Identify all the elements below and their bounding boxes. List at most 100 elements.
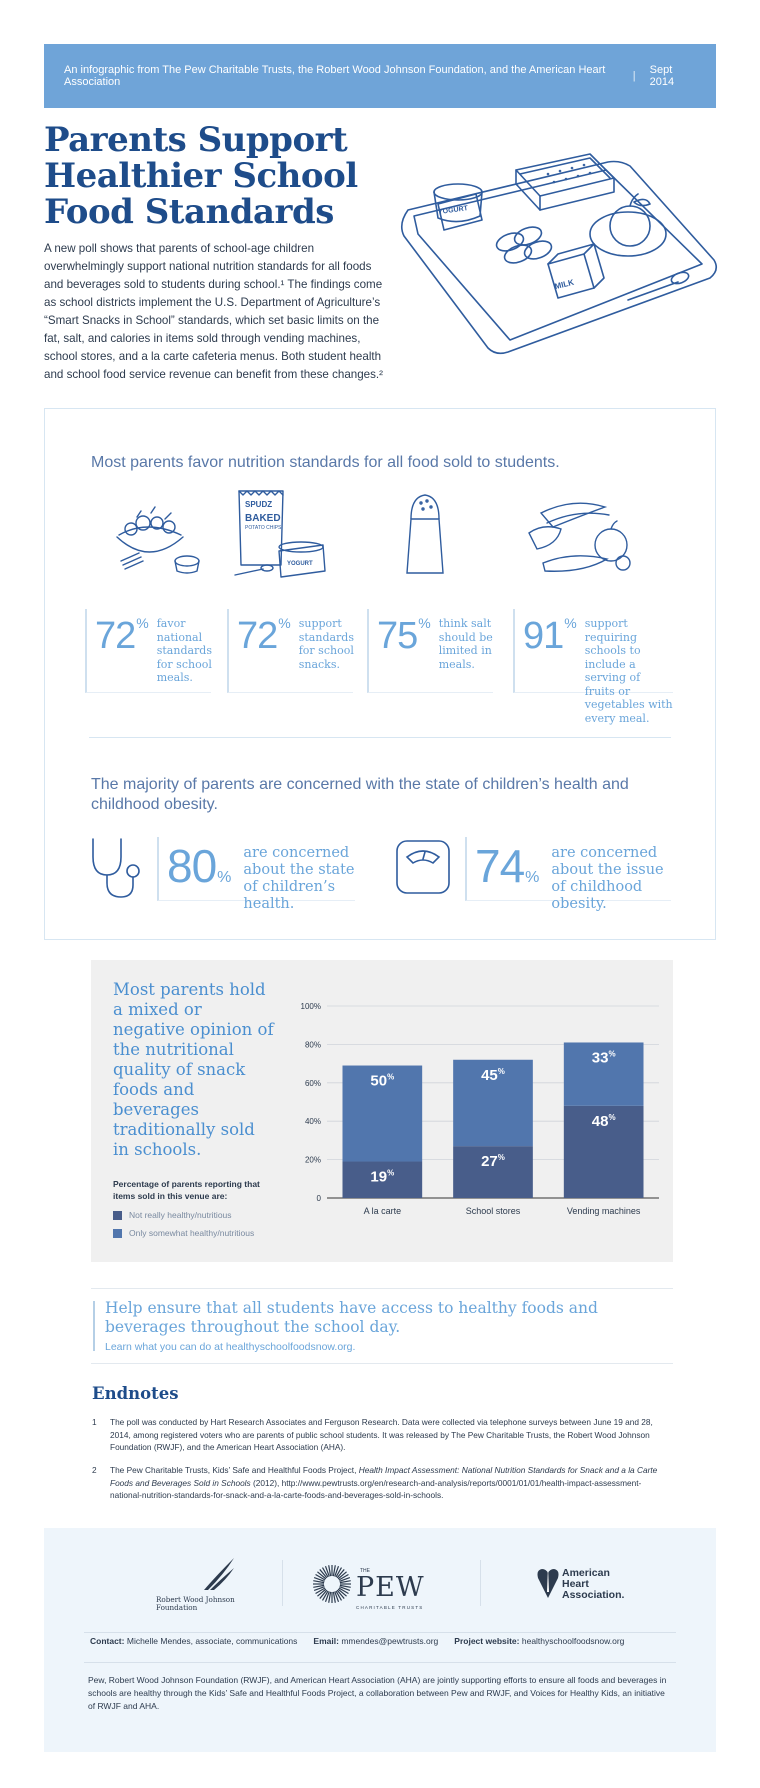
rwjf-logo-icon — [204, 1558, 234, 1590]
chart-panel-title: Most parents hold a mixed or negative op… — [113, 980, 274, 1159]
legend-label: Only somewhat healthy/nutritious — [129, 1228, 255, 1238]
endnote-number: 1 — [92, 1417, 97, 1427]
stat-childhood-obesity: 74% are concerned about the issue of chi… — [465, 837, 671, 912]
salad-bowl-icon — [116, 506, 200, 574]
sunburst-ray — [332, 1591, 336, 1603]
stat-value: 72 — [237, 615, 278, 657]
stat-unit: % — [564, 615, 577, 631]
section1-heading: Most parents favor nutrition standards f… — [91, 454, 560, 471]
endnotes-title: Endnotes — [92, 1384, 179, 1403]
banner-separator: | — [632, 70, 636, 82]
stat-value: 74 — [475, 840, 525, 892]
sunburst-ray — [334, 1591, 340, 1603]
y-tick-label: 80% — [305, 1040, 321, 1049]
sunburst-ray — [313, 1580, 325, 1584]
sunburst-ray — [336, 1589, 345, 1599]
sunburst-ray — [328, 1591, 332, 1603]
footer-divider — [84, 1662, 676, 1663]
aha-logo-text: American Heart Association. — [562, 1568, 624, 1601]
stat-description: favor national standards for school meal… — [156, 617, 212, 684]
sunburst-ray — [313, 1586, 325, 1592]
data-label-unit: % — [387, 1073, 394, 1082]
sunburst-ray — [319, 1589, 328, 1599]
stat-description: support requiring schools to include a s… — [584, 617, 673, 725]
rwjf-line-2: Foundation — [156, 1603, 198, 1612]
partner-logos: Robert Wood Johnson Foundation THE PEW C… — [84, 1550, 676, 1620]
sunburst-ray — [315, 1573, 326, 1581]
endnote-text: The Pew Charitable Trusts, Kids’ Safe an… — [110, 1464, 664, 1502]
sunburst-ray — [317, 1571, 327, 1580]
cta-link[interactable]: Learn what you can do at healthyschoolfo… — [105, 1341, 356, 1353]
bar-segment — [563, 1105, 644, 1198]
sunburst-ray — [332, 1565, 336, 1577]
footer-disclaimer: Pew, Robert Wood Johnson Foundation (RWJ… — [88, 1675, 667, 1711]
data-label-unit: % — [387, 1169, 394, 1178]
heart-torch-icon — [537, 1566, 559, 1598]
pew-the-label: THE — [360, 1568, 370, 1574]
title-line-1: Parents Support — [44, 120, 348, 160]
stat-salt-limit: 75% think salt should be limited in meal… — [367, 609, 493, 693]
fruits-vegetables-icon — [528, 502, 631, 572]
snack-quality-chart-panel: Most parents hold a mixed or negative op… — [91, 960, 673, 1262]
y-tick-label: 20% — [305, 1156, 321, 1165]
sunburst-ray — [336, 1569, 345, 1579]
chart-panel-subtitle: Percentage of parents reporting that ite… — [113, 1179, 260, 1201]
x-tick-label: School stores — [466, 1206, 521, 1216]
y-tick-label: 40% — [305, 1117, 321, 1126]
bar-segment — [342, 1065, 423, 1162]
y-tick-label: 0 — [317, 1194, 322, 1203]
website-item: Project website: healthyschoolfoodsnow.o… — [454, 1636, 624, 1646]
stat-value: 72 — [95, 615, 136, 657]
website-value[interactable]: healthyschoolfoodsnow.org — [521, 1636, 625, 1646]
scale-icon — [396, 840, 450, 894]
stat-value: 80 — [167, 840, 217, 892]
contact-info: Contact: Michelle Mendes, associate, com… — [90, 1636, 624, 1646]
sunburst-ray — [337, 1571, 347, 1580]
aha-line-3: Association. — [562, 1589, 625, 1601]
sunburst-ray — [313, 1576, 325, 1582]
stat-description: think salt should be limited in meals. — [438, 617, 493, 671]
stat-value: 75 — [377, 615, 418, 657]
sunburst-ray — [319, 1569, 328, 1579]
sunburst-ray — [338, 1587, 349, 1595]
website-label: Project website: — [454, 1636, 520, 1646]
top-banner: An infographic from The Pew Charitable T… — [44, 44, 716, 108]
cta-heading: Help ensure that all students have acces… — [105, 1299, 598, 1336]
endnote-2: 2 The Pew Charitable Trusts, Kids’ Safe … — [92, 1464, 664, 1502]
sunburst-ray — [313, 1584, 325, 1588]
bar-segment — [453, 1146, 533, 1198]
endnote-text-post: (2012), http://www.pewtrusts.org/en/rese… — [110, 1477, 642, 1501]
rwjf-line-1: Robert Wood Johnson — [156, 1595, 235, 1604]
salt-shaker-icon — [406, 494, 444, 574]
lunch-tray-icon: YOGURT MILK — [400, 153, 718, 355]
title-line-3: Food Standards — [44, 192, 334, 232]
stat-fruits-vegetables: 91% support requiring schools to include… — [513, 609, 673, 725]
sunburst-ray — [339, 1580, 351, 1584]
page-title: Parents Support Healthier School Food St… — [44, 122, 374, 230]
stethoscope-icon — [92, 838, 140, 898]
sunburst-ray — [339, 1584, 351, 1588]
cta-accent-bar — [93, 1301, 95, 1351]
email-value[interactable]: mmendes@pewtrusts.org — [341, 1636, 439, 1646]
sunburst-ray — [315, 1587, 326, 1595]
y-tick-label: 60% — [305, 1079, 321, 1088]
tray-milk-label: MILK — [554, 278, 575, 292]
contact-label: Contact: — [90, 1636, 125, 1646]
stat-children-health: 80% are concerned about the state of chi… — [157, 837, 355, 912]
email-item: Email: mmendes@pewtrusts.org — [313, 1636, 438, 1646]
sunburst-ray — [338, 1573, 349, 1581]
sunburst-ray — [335, 1567, 343, 1578]
stat-value: 91 — [523, 615, 564, 657]
chips-sub-label: POTATO CHIPS — [245, 525, 282, 531]
bar-segment — [563, 1042, 644, 1106]
logo-divider — [480, 1560, 481, 1606]
stat-unit: % — [418, 615, 431, 631]
stat-unit: % — [217, 869, 232, 886]
aha-line-1: American — [562, 1567, 610, 1579]
data-label-unit: % — [498, 1067, 505, 1076]
bar-segment — [453, 1059, 533, 1147]
rwjf-logo-text: Robert Wood Johnson Foundation — [156, 1596, 235, 1612]
endnote-number: 2 — [92, 1465, 97, 1475]
chips-yogurt-label: YOGURT — [287, 561, 313, 567]
data-label-unit: % — [608, 1049, 615, 1058]
